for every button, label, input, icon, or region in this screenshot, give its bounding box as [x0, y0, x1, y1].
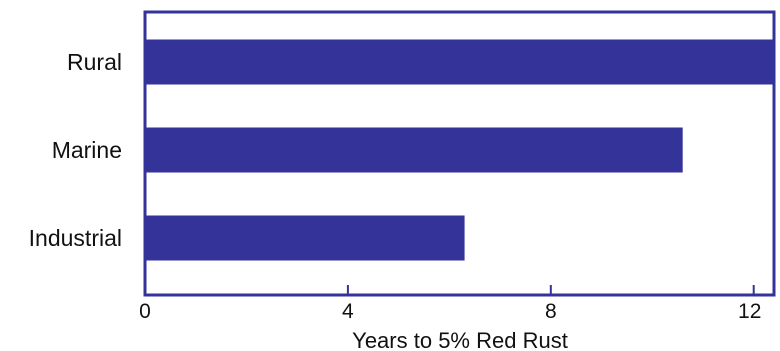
x-tick-label-8: 8 — [545, 300, 557, 323]
bar-rural — [145, 39, 774, 85]
x-axis-title: Years to 5% Red Rust — [352, 328, 568, 351]
x-tick-label-4: 4 — [342, 300, 354, 323]
category-labels: Rural Marine Industrial — [29, 49, 122, 251]
x-axis-ticks: 0 4 8 12 — [139, 285, 761, 323]
x-tick-label-0: 0 — [139, 300, 151, 323]
bars — [145, 39, 774, 261]
category-label-industrial: Industrial — [29, 225, 122, 251]
x-tick-label-12: 12 — [738, 300, 761, 323]
bar-industrial — [145, 215, 465, 261]
bar-marine — [145, 127, 683, 173]
category-label-marine: Marine — [52, 137, 122, 163]
category-label-rural: Rural — [67, 49, 122, 75]
